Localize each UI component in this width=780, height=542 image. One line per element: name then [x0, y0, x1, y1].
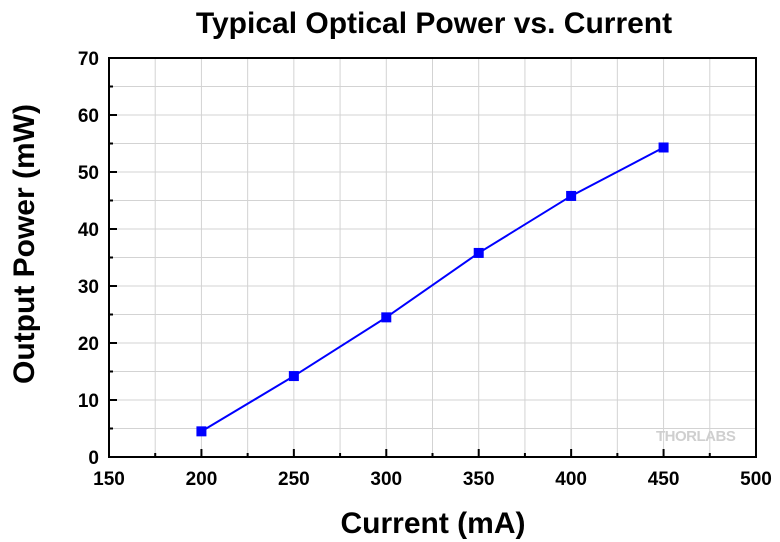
- series: [196, 142, 669, 437]
- y-tick-label: 0: [88, 448, 99, 469]
- x-tick-label: 450: [648, 469, 680, 490]
- data-point: [566, 190, 577, 201]
- series-line: [200, 146, 665, 433]
- y-tick-label: 60: [78, 106, 99, 127]
- y-tick-label: 20: [78, 334, 99, 355]
- x-ticks: [108, 449, 757, 457]
- y-tick-label: 50: [78, 163, 99, 184]
- chart-title: Typical Optical Power vs. Current: [196, 7, 672, 40]
- data-point: [381, 312, 392, 323]
- y-tick-label: 40: [78, 220, 99, 241]
- y-tick-label: 30: [78, 277, 99, 298]
- x-tick-labels: 150 200 250 300 350 400 450 500: [93, 469, 772, 490]
- data-point: [658, 142, 669, 153]
- data-point: [196, 426, 207, 437]
- y-tick-label: 70: [78, 49, 99, 70]
- grid: [109, 58, 756, 457]
- y-axis-label: Output Power (mW): [8, 104, 41, 384]
- x-tick-label: 400: [555, 469, 587, 490]
- x-tick-label: 250: [278, 469, 310, 490]
- x-tick-label: 350: [463, 469, 495, 490]
- y-tick-label: 10: [78, 391, 99, 412]
- data-point: [473, 247, 484, 258]
- x-tick-label: 150: [93, 469, 125, 490]
- x-tick-label: 500: [740, 469, 772, 490]
- data-point: [288, 371, 299, 382]
- y-tick-labels: 0 10 20 30 40 50 60 70: [78, 49, 99, 469]
- x-tick-label: 300: [370, 469, 402, 490]
- thorlabs-logo: THORLABS: [656, 428, 736, 445]
- y-ticks: [109, 57, 117, 458]
- x-tick-label: 200: [186, 469, 218, 490]
- x-axis-label: Current (mA): [341, 507, 526, 540]
- svg-text:THORLABS: THORLABS: [656, 428, 736, 445]
